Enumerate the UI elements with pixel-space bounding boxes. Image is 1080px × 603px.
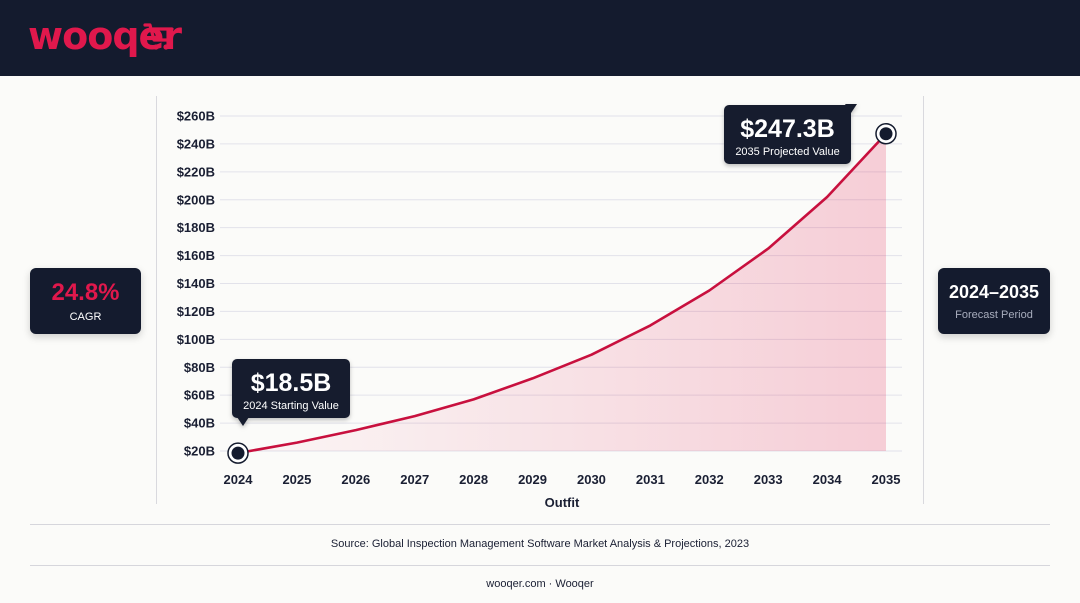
- value-callout: $247.3B 2035 Projected Value: [724, 104, 857, 164]
- data-point: [414, 416, 415, 417]
- y-tick-label: $80B: [184, 360, 215, 375]
- callout-pointer: [845, 104, 857, 113]
- x-tick-label: 2031: [636, 472, 665, 487]
- callout-box: [724, 105, 851, 164]
- cagr-label: CAGR: [69, 311, 102, 323]
- y-tick-label: $160B: [177, 248, 215, 263]
- data-point: [296, 442, 297, 443]
- cagr-card: 24.8% CAGR: [30, 268, 141, 334]
- y-tick-label: $200B: [177, 192, 215, 207]
- x-tick-label: 2024: [224, 472, 254, 487]
- chart-frame: [156, 96, 924, 504]
- y-tick-label: $140B: [177, 276, 215, 291]
- callout-box: [232, 359, 350, 418]
- forecast-period-label: Forecast Period: [955, 309, 1033, 321]
- series-line: [237, 132, 887, 455]
- divider-top: [30, 524, 1050, 525]
- data-point: [768, 248, 769, 249]
- y-tick-label: $260B: [177, 109, 215, 124]
- callout-pointer: [237, 417, 249, 426]
- shopping-cart-icon: [143, 23, 174, 50]
- x-tick-label: 2029: [518, 472, 547, 487]
- data-point: [827, 196, 828, 197]
- cagr-value: 24.8%: [51, 279, 120, 306]
- x-tick-label: 2034: [813, 472, 843, 487]
- data-point: [709, 290, 710, 291]
- x-tick-label: 2026: [341, 472, 370, 487]
- data-point: [355, 430, 356, 431]
- endpoint-marker: [879, 127, 893, 141]
- data-point: [532, 378, 533, 379]
- y-tick-label: $180B: [177, 220, 215, 235]
- y-tick-label: $220B: [177, 164, 215, 179]
- x-tick-label: 2028: [459, 472, 488, 487]
- y-tick-label: $60B: [184, 388, 215, 403]
- divider-bottom: [30, 565, 1050, 566]
- header-bar: wooqer: [0, 0, 1080, 76]
- y-tick-label: $40B: [184, 416, 215, 431]
- source-note: Source: Global Inspection Management Sof…: [330, 538, 750, 550]
- footer-text: wooqer.com · Wooqer: [486, 578, 594, 590]
- value-callout: $18.5B 2024 Starting Value: [232, 359, 350, 426]
- callout-value: $18.5B: [251, 369, 332, 397]
- x-tick-label: 2032: [695, 472, 724, 487]
- callout-label: 2024 Starting Value: [243, 400, 339, 412]
- data-point: [650, 325, 651, 326]
- x-tick-label: 2030: [577, 472, 606, 487]
- x-tick-label: 2033: [754, 472, 783, 487]
- x-tick-label: 2027: [400, 472, 429, 487]
- forecast-period-card: 2024–2035 Forecast Period: [938, 268, 1050, 334]
- y-tick-label: $20B: [184, 444, 215, 459]
- data-point: [473, 399, 474, 400]
- x-tick-label: 2025: [282, 472, 311, 487]
- y-tick-label: $100B: [177, 332, 215, 347]
- y-tick-label: $120B: [177, 304, 215, 319]
- callout-value: $247.3B: [740, 115, 835, 143]
- endpoint-marker: [231, 446, 245, 460]
- x-tick-label: 2035: [872, 472, 901, 487]
- area-fill: [238, 133, 886, 454]
- forecast-period-value: 2024–2035: [948, 282, 1040, 302]
- x-axis-title: Outfit: [545, 495, 580, 510]
- wooqer-logo[interactable]: wooqer: [28, 14, 182, 58]
- data-point: [591, 354, 592, 355]
- y-tick-label: $240B: [177, 136, 215, 151]
- callout-label: 2035 Projected Value: [735, 146, 839, 158]
